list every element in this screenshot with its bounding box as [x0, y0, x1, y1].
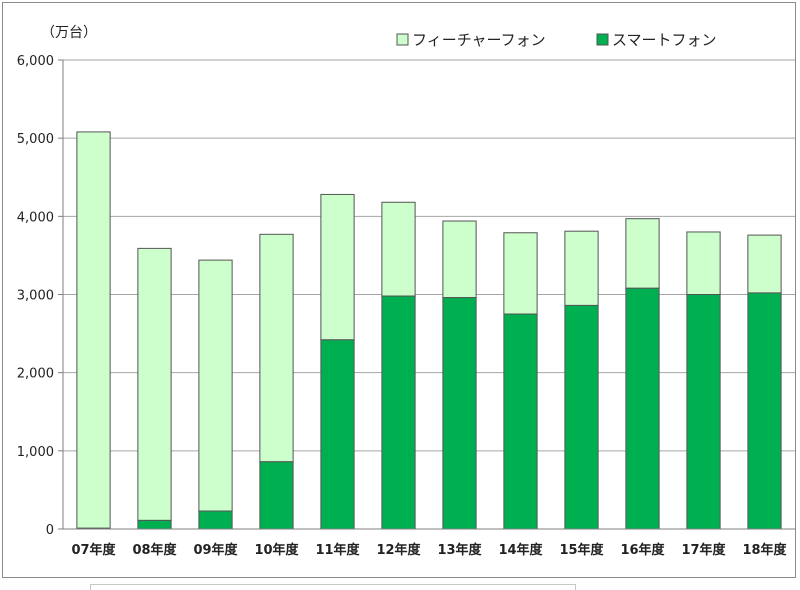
bar-smartphone [259, 461, 294, 530]
legend: フィーチャーフォン スマートフォン [396, 31, 717, 49]
x-axis-ticks: 07年度 08年度 09年度 10年度 11年度 12年度 13年度 14年度 15年度 16年度… [71, 542, 787, 558]
x-tick-label: 11年度 [315, 542, 360, 558]
bar-smartphone [137, 519, 172, 530]
bar-feature-phone [625, 218, 660, 289]
bar-smartphone [381, 295, 416, 530]
y-tick-label: 6,000 [17, 54, 54, 69]
bar-feature-phone [686, 231, 721, 295]
x-tick-label: 12年度 [376, 542, 421, 558]
x-tick-label: 07年度 [71, 542, 116, 558]
x-tick-label: 09年度 [193, 542, 238, 558]
y-tick-label: 3,000 [17, 289, 54, 304]
x-tick-label: 17年度 [681, 542, 726, 558]
y-tick-label: 4,000 [17, 210, 54, 225]
bar-feature-phone [747, 234, 782, 294]
chart: （万台） フィーチャーフォン スマートフォン 0 1,000 2,000 3,000 4… [17, 25, 795, 558]
x-tick-label: 14年度 [498, 542, 543, 558]
axes [62, 60, 795, 530]
bar-feature-phone [76, 131, 111, 529]
bar-smartphone [442, 297, 477, 530]
bottom-edge-strip [90, 584, 576, 590]
chart-frame: （万台） フィーチャーフォン スマートフォン 0 1,000 2,000 3,000 4… [2, 2, 796, 578]
legend-label-smartphone: スマートフォン [612, 31, 717, 49]
x-tick-label: 08年度 [132, 542, 177, 558]
y-tick-label: 2,000 [17, 367, 54, 382]
gridlines [63, 59, 795, 452]
bars [76, 131, 782, 530]
x-tick-label: 16年度 [620, 542, 665, 558]
bar-smartphone [686, 294, 721, 530]
bar-smartphone [564, 304, 599, 530]
bar-feature-phone [137, 247, 172, 521]
bar-smartphone [320, 339, 355, 530]
bar-feature-phone [442, 220, 477, 299]
x-tick-label: 13年度 [437, 542, 482, 558]
bar-smartphone [747, 292, 782, 530]
x-tick-label: 10年度 [254, 542, 299, 558]
bar-smartphone [503, 313, 538, 530]
y-tick-label: 1,000 [17, 445, 54, 460]
bar-feature-phone [198, 259, 233, 512]
y-tick-label: 5,000 [17, 132, 54, 147]
bar-feature-phone [320, 193, 355, 341]
legend-swatch-feature-phone [396, 33, 409, 46]
legend-label-feature-phone: フィーチャーフォン [412, 31, 546, 49]
y-axis-ticks: 0 1,000 2,000 3,000 4,000 5,000 6,000 [17, 54, 63, 538]
bar-feature-phone [564, 230, 599, 306]
bar-smartphone [198, 510, 233, 530]
bar-feature-phone [381, 201, 416, 297]
bar-feature-phone [259, 233, 294, 463]
x-tick-label: 18年度 [742, 542, 787, 558]
bar-feature-phone [503, 232, 538, 315]
bar-smartphone [625, 287, 660, 530]
legend-swatch-smartphone [596, 33, 609, 46]
y-tick-label: 0 [46, 523, 54, 538]
y-axis-unit-label: （万台） [41, 25, 97, 41]
x-tick-label: 15年度 [559, 542, 604, 558]
